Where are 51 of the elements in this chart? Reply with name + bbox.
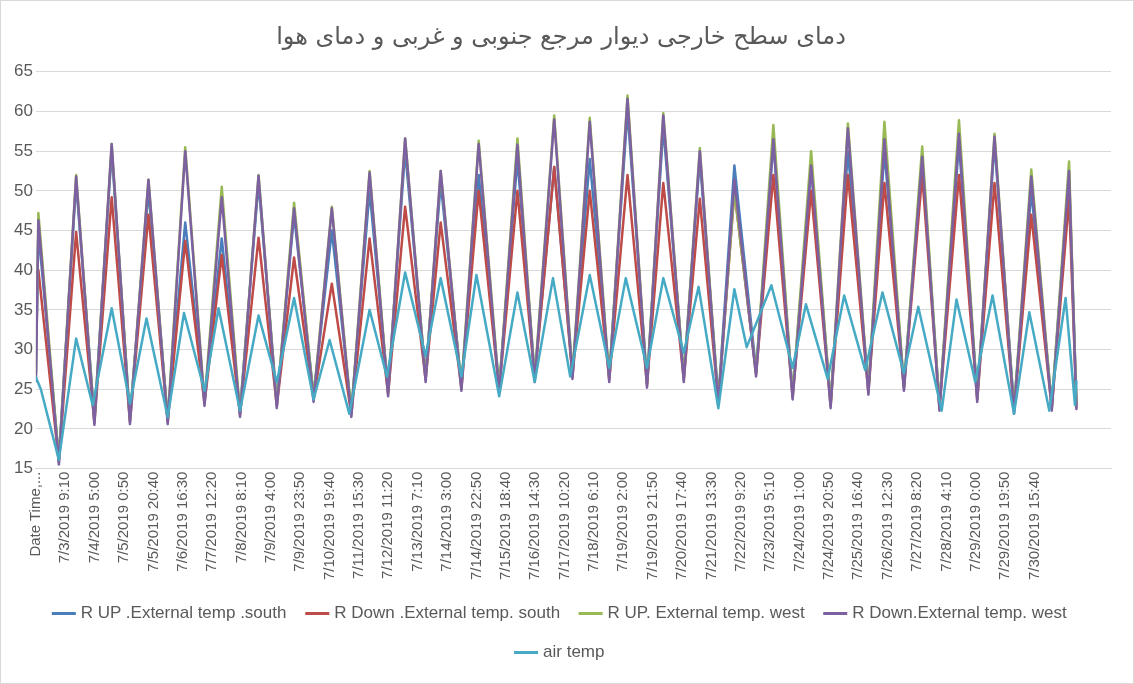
x-tick-label: 7/6/2019 16:30 (172, 471, 190, 572)
x-tick-label: 7/24/2019 20:50 (819, 471, 837, 580)
x-tick-label: 7/19/2019 21:50 (642, 471, 660, 580)
y-tick-label: 25 (13, 378, 33, 398)
x-tick-label: 7/9/2019 23:50 (290, 471, 308, 572)
y-tick-label: 20 (13, 418, 33, 438)
x-tick-label: 7/29/2019 0:00 (965, 471, 983, 572)
y-tick-label: 40 (13, 259, 33, 279)
x-tick-label: 7/29/2019 19:50 (995, 471, 1013, 580)
y-tick-label: 15 (13, 458, 33, 478)
x-tick-label: 7/10/2019 19:40 (319, 471, 337, 580)
x-tick-label: 7/17/2019 10:20 (554, 471, 572, 580)
x-tick-label: 7/19/2019 2:00 (613, 471, 631, 572)
x-tick-label: 7/16/2019 14:30 (525, 471, 543, 580)
x-tick-label: 7/14/2019 3:00 (437, 471, 455, 572)
y-tick-label: 65 (13, 61, 33, 81)
x-tick-label: 7/14/2019 22:50 (466, 471, 484, 580)
y-tick-label: 50 (13, 180, 33, 200)
x-tick-label: 7/21/2019 13:30 (701, 471, 719, 580)
x-tick-label: 7/3/2019 9:10 (55, 471, 73, 564)
x-tick-label: 7/30/2019 15:40 (1024, 471, 1042, 580)
x-tick-label: 7/12/2019 11:20 (378, 471, 396, 579)
x-tick-label: 7/9/2019 4:00 (261, 471, 279, 564)
x-tick-label: 7/25/2019 16:40 (848, 471, 866, 580)
x-tick-label: 7/20/2019 17:40 (672, 471, 690, 580)
legend-label: R Down.External temp. west (852, 603, 1067, 623)
x-tick-label: 7/27/2019 8:20 (907, 471, 925, 572)
x-tick-label: 7/5/2019 20:40 (143, 471, 161, 572)
y-tick-label: 35 (13, 299, 33, 319)
x-tick-label: 7/11/2019 15:30 (349, 471, 367, 579)
y-tick-label: 60 (13, 101, 33, 121)
legend-label: R UP .External temp .south (80, 603, 287, 623)
x-tick-label: 7/15/2019 18:40 (495, 471, 513, 580)
x-tick-label: 7/5/2019 0:50 (114, 471, 132, 564)
legend-label: R UP. External temp. west (607, 603, 806, 623)
y-tick-label: 30 (13, 339, 33, 359)
x-tick-label: 7/28/2019 4:10 (936, 471, 954, 572)
x-tick-label: 7/24/2019 1:00 (789, 471, 807, 572)
y-tick-label: 55 (13, 140, 33, 160)
x-tick-label: 7/13/2019 7:10 (407, 471, 425, 572)
chart-title: دمای سطح خارجی دیوار مرجع جنوبی و غربی و دمای هوا (276, 21, 846, 50)
x-tick-label: 7/7/2019 12:20 (202, 471, 220, 572)
x-tick-label: 7/18/2019 6:10 (584, 471, 602, 572)
x-tick-label: 7/23/2019 5:10 (760, 471, 778, 572)
x-tick-label: 7/8/2019 8:10 (231, 471, 249, 564)
x-tick-label: 7/26/2019 12:30 (877, 471, 895, 580)
legend-label: R Down .External temp. south (334, 603, 561, 623)
y-tick-label: 45 (13, 220, 33, 240)
x-tick-label: 7/22/2019 9:20 (730, 471, 748, 572)
legend-label: air temp (543, 642, 605, 662)
x-tick-label: 7/4/2019 5:00 (84, 471, 102, 564)
